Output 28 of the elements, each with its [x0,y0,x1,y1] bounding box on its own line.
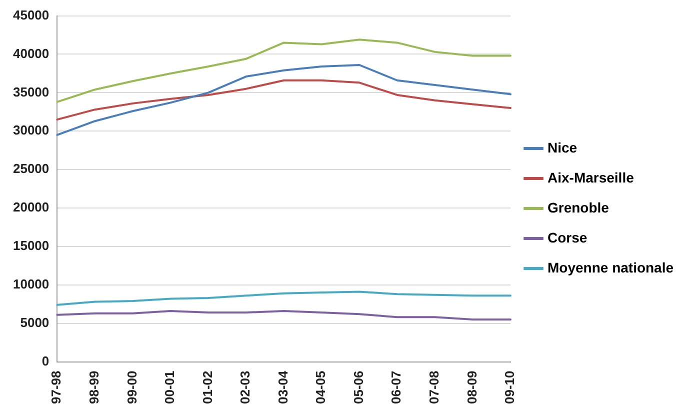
y-tick-label: 40000 [12,46,50,61]
legend-label: Aix-Marseille [548,169,634,186]
x-tick-label: 97-98 [48,370,64,404]
x-tick-label: 01-02 [200,370,215,404]
y-tick-label: 35000 [12,84,50,100]
x-tick-label: 99-00 [124,370,140,404]
x-tick-label: 08-09 [464,370,480,404]
x-tick-label: 06-07 [388,370,404,404]
legend-label: Moyenne nationale [548,259,674,276]
x-tick-label: 98-99 [86,370,102,404]
x-tick-label: 09-10 [502,370,518,404]
x-tick-label: 00-01 [162,370,178,404]
y-tick-label: 5000 [20,314,50,330]
legend-label: Grenoble [548,199,610,216]
x-tick-label: 04-05 [313,370,328,404]
y-tick-label: 15000 [12,238,50,254]
y-tick-label: 0 [42,353,50,368]
legend-label: Corse [548,229,588,246]
y-tick-label: 25000 [12,161,50,176]
legend-label: Nice [548,139,578,156]
y-tick-label: 30000 [12,122,50,138]
x-tick-label: 05-06 [350,370,366,404]
y-tick-label: 10000 [12,276,50,292]
x-tick-label: 07-08 [426,370,442,404]
y-tick-label: 20000 [12,200,50,215]
x-tick-label: 03-04 [275,370,290,404]
x-tick-label: 02-03 [238,370,253,404]
y-tick-label: 45000 [12,7,50,22]
